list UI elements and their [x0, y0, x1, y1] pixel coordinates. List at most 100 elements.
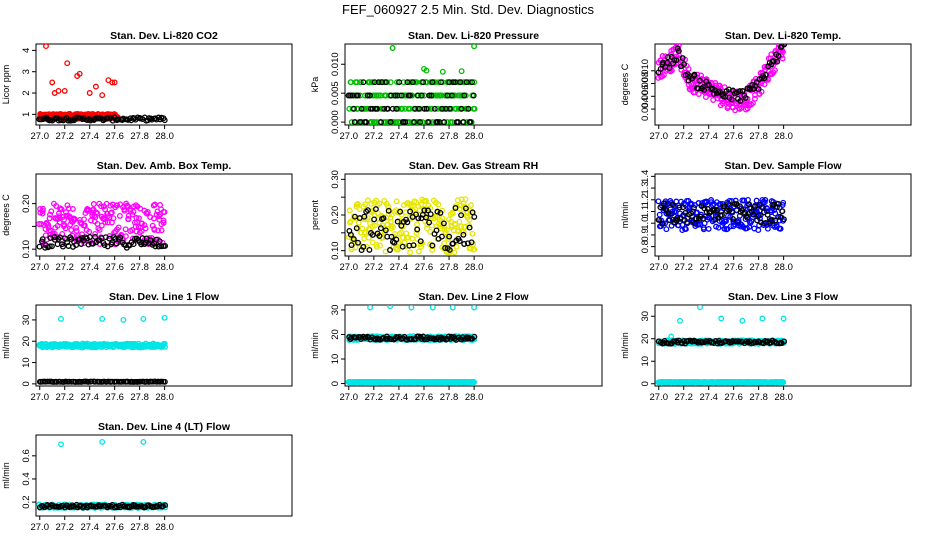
- data-point: [158, 227, 165, 234]
- x-tick-label: 27.6: [415, 262, 434, 273]
- x-tick-label: 27.8: [749, 392, 768, 403]
- x-tick-label: 27.6: [105, 131, 124, 142]
- x-tick-label: 27.4: [390, 131, 409, 142]
- data-point: [141, 222, 148, 229]
- data-point: [753, 197, 760, 204]
- data-point: [701, 86, 708, 93]
- y-tick-label: 0: [640, 381, 651, 386]
- y-tick-label: 4: [21, 48, 32, 53]
- data-point: [764, 211, 771, 218]
- data-point: [88, 116, 95, 123]
- x-tick-label: 28.0: [465, 392, 484, 403]
- data-point: [725, 200, 732, 207]
- data-point: [425, 207, 431, 214]
- data-point: [140, 438, 147, 445]
- panel-3: Stan. Dev. Li-820 Temp. degrees C 27.0 27.2…: [620, 30, 912, 142]
- data-point: [388, 233, 395, 240]
- data-point: [158, 378, 165, 385]
- data-point: [393, 198, 400, 205]
- data-point: [465, 105, 472, 112]
- data-point: [62, 225, 69, 232]
- data-point: [367, 305, 374, 311]
- data-point: [404, 79, 411, 86]
- data-point: [737, 97, 744, 104]
- plot-frame: [35, 43, 293, 126]
- y-tick-label: 0.004: [640, 97, 651, 121]
- data-point: [456, 238, 463, 245]
- data-point: [354, 200, 361, 207]
- data-point: [751, 203, 758, 210]
- data-point: [366, 246, 373, 253]
- data-point: [402, 243, 409, 250]
- data-point: [747, 86, 754, 93]
- data-point: [113, 240, 120, 247]
- data-point: [688, 210, 694, 217]
- data-point: [416, 119, 423, 125]
- data-point: [429, 305, 436, 311]
- data-point: [700, 215, 707, 222]
- data-point: [772, 210, 779, 217]
- data-point: [373, 105, 380, 112]
- data-point: [710, 97, 717, 103]
- data-point: [101, 242, 108, 249]
- data-point: [88, 378, 95, 385]
- data-point: [348, 119, 355, 125]
- data-point: [99, 92, 106, 99]
- data-point: [423, 197, 429, 204]
- x-tick-label: 27.6: [105, 522, 124, 533]
- panel-1: Stan. Dev. Li-820 CO2 Licor ppm 27.0 27.2 27…: [1, 30, 293, 142]
- x-tick-label: 27.2: [365, 262, 384, 273]
- data-point: [732, 197, 739, 204]
- data-point: [364, 207, 371, 214]
- data-point: [38, 221, 45, 227]
- plot-frame: [654, 304, 912, 387]
- data-point: [744, 214, 751, 221]
- x-tick-label: 27.2: [55, 131, 74, 142]
- y-tick-label: 0.10: [21, 240, 32, 259]
- data-point: [129, 211, 136, 218]
- data-point: [399, 243, 406, 250]
- data-point: [762, 197, 769, 203]
- data-point: [749, 100, 756, 107]
- data-point: [440, 223, 447, 230]
- data-point: [385, 207, 392, 214]
- x-tick-label: 27.6: [724, 392, 743, 403]
- plot-frame: [35, 434, 293, 517]
- data-point: [58, 441, 64, 448]
- data-point: [114, 202, 121, 209]
- data-point: [61, 87, 68, 94]
- data-point: [121, 206, 128, 213]
- data-point: [64, 60, 71, 67]
- data-point: [755, 86, 762, 93]
- data-point: [361, 235, 368, 242]
- x-tick-label: 27.2: [674, 262, 693, 273]
- data-point: [713, 207, 720, 214]
- data-point: [380, 215, 387, 222]
- data-point: [691, 71, 698, 78]
- data-point: [716, 82, 723, 89]
- data-point: [728, 96, 735, 103]
- data-point: [470, 92, 477, 99]
- x-tick-label: 27.6: [724, 131, 743, 142]
- data-point: [371, 216, 378, 223]
- data-point: [60, 243, 66, 250]
- data-point: [377, 92, 384, 99]
- points-layer: [655, 44, 788, 114]
- data-point: [56, 219, 63, 226]
- data-point: [443, 105, 450, 112]
- x-tick-label: 28.0: [774, 131, 793, 142]
- data-point: [111, 79, 118, 86]
- data-point: [140, 315, 147, 322]
- data-point: [673, 217, 680, 224]
- data-point: [353, 225, 360, 232]
- data-point: [766, 220, 773, 227]
- data-point: [350, 236, 357, 243]
- data-point: [371, 222, 378, 229]
- data-point: [778, 44, 785, 49]
- data-point: [657, 65, 664, 72]
- data-point: [346, 207, 353, 214]
- data-point: [364, 92, 371, 99]
- data-point: [156, 238, 163, 245]
- data-point: [655, 216, 662, 223]
- x-tick-label: 27.2: [55, 262, 74, 273]
